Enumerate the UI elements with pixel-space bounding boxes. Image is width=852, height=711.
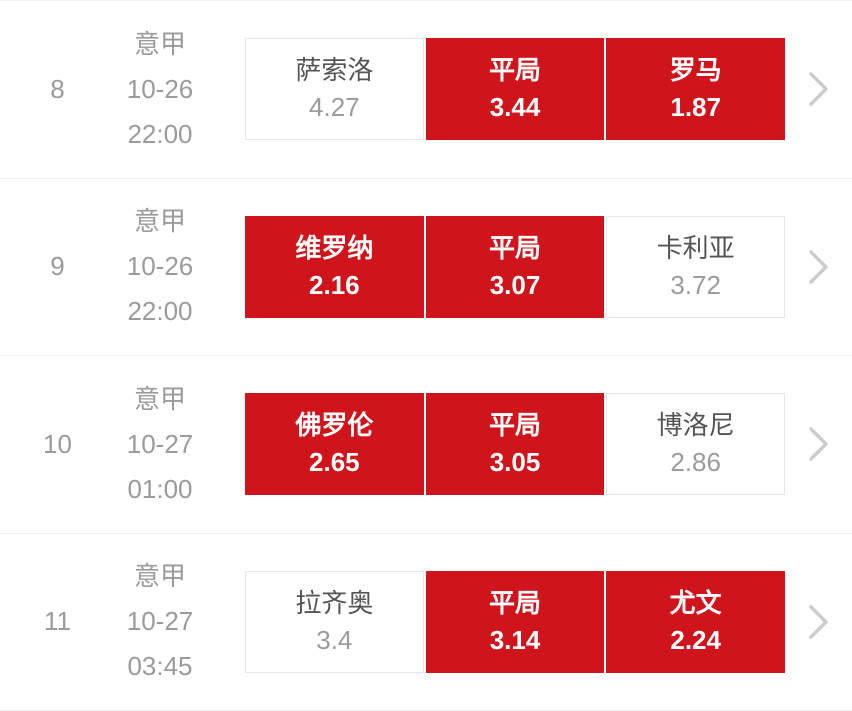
odds-cell-draw[interactable]: 平局 3.14	[425, 570, 605, 673]
away-odds-value: 1.87	[670, 92, 721, 123]
home-team-label: 萨索洛	[295, 55, 374, 86]
match-date: 10-26	[126, 73, 194, 104]
match-meta: 意甲 10-26 22:00	[115, 199, 205, 334]
draw-odds-value: 3.05	[489, 447, 541, 478]
match-index: 9	[50, 251, 65, 282]
home-odds-value: 4.27	[309, 92, 360, 123]
odds-cell-draw[interactable]: 平局 3.07	[425, 215, 605, 318]
draw-label: 平局	[489, 410, 542, 441]
odds-cell-home[interactable]: 拉齐奥 3.4	[245, 570, 424, 673]
home-team-label: 佛罗伦	[295, 410, 374, 441]
odds-cell-draw[interactable]: 平局 3.44	[425, 38, 605, 141]
chevron-right-icon[interactable]	[807, 70, 831, 108]
row-detail-link[interactable]	[785, 248, 852, 286]
match-date: 10-27	[126, 606, 194, 637]
match-row[interactable]: 8 意甲 10-26 22:00 萨索洛 4.27 平局 3.44 罗马 1.8…	[0, 1, 852, 179]
row-detail-link[interactable]	[785, 603, 852, 641]
draw-odds-value: 3.07	[489, 269, 541, 300]
draw-odds-value: 3.44	[489, 92, 541, 123]
match-index: 10	[43, 428, 72, 459]
row-detail-link[interactable]	[785, 70, 852, 108]
chevron-right-icon[interactable]	[807, 425, 831, 463]
league-label: 意甲	[133, 28, 186, 59]
odds-group: 佛罗伦 2.65 平局 3.05 博洛尼 2.86	[245, 393, 786, 496]
odds-cell-away[interactable]: 博洛尼 2.86	[606, 393, 786, 496]
row-detail-link[interactable]	[785, 425, 852, 463]
odds-cell-home[interactable]: 佛罗伦 2.65	[245, 393, 424, 496]
draw-label: 平局	[489, 232, 542, 263]
match-meta: 意甲 10-26 22:00	[115, 22, 205, 157]
league-label: 意甲	[133, 383, 186, 414]
chevron-right-icon[interactable]	[807, 603, 831, 641]
match-time: 03:45	[127, 651, 193, 682]
odds-group: 维罗纳 2.16 平局 3.07 卡利亚 3.72	[245, 215, 786, 318]
draw-label: 平局	[489, 587, 542, 618]
match-meta: 意甲 10-27 03:45	[115, 554, 205, 689]
match-date: 10-26	[126, 251, 194, 282]
league-label: 意甲	[133, 206, 186, 237]
odds-cell-home[interactable]: 维罗纳 2.16	[245, 215, 424, 318]
odds-cell-away[interactable]: 卡利亚 3.72	[606, 215, 786, 318]
odds-group: 拉齐奥 3.4 平局 3.14 尤文 2.24	[245, 570, 786, 673]
odds-cell-draw[interactable]: 平局 3.05	[425, 393, 605, 496]
home-odds-value: 3.4	[316, 624, 353, 655]
match-meta: 意甲 10-27 01:00	[115, 377, 205, 512]
away-team-label: 尤文	[669, 587, 722, 618]
match-time: 22:00	[127, 296, 193, 327]
odds-cell-home[interactable]: 萨索洛 4.27	[245, 38, 424, 141]
match-row[interactable]: 9 意甲 10-26 22:00 维罗纳 2.16 平局 3.07 卡利亚 3.…	[0, 178, 852, 356]
odds-cell-away[interactable]: 罗马 1.87	[606, 38, 786, 141]
chevron-right-icon[interactable]	[807, 248, 831, 286]
match-row[interactable]: 11 意甲 10-27 03:45 拉齐奥 3.4 平局 3.14 尤文 2.2…	[0, 533, 852, 711]
away-odds-value: 2.86	[670, 447, 721, 478]
match-row[interactable]: 10 意甲 10-27 01:00 佛罗伦 2.65 平局 3.05 博洛尼 2…	[0, 356, 852, 534]
home-odds-value: 2.65	[309, 447, 360, 478]
away-team-label: 罗马	[669, 55, 722, 86]
odds-group: 萨索洛 4.27 平局 3.44 罗马 1.87	[245, 38, 786, 141]
home-odds-value: 2.16	[309, 269, 360, 300]
league-label: 意甲	[133, 561, 186, 592]
match-time: 01:00	[127, 473, 193, 504]
home-team-label: 维罗纳	[295, 232, 374, 263]
away-odds-value: 2.24	[670, 624, 721, 655]
draw-label: 平局	[489, 55, 542, 86]
home-team-label: 拉齐奥	[295, 587, 374, 618]
away-team-label: 卡利亚	[656, 232, 735, 263]
draw-odds-value: 3.14	[489, 624, 541, 655]
match-date: 10-27	[126, 428, 194, 459]
match-time: 22:00	[127, 118, 193, 149]
away-odds-value: 3.72	[670, 269, 721, 300]
odds-cell-away[interactable]: 尤文 2.24	[606, 570, 786, 673]
away-team-label: 博洛尼	[656, 410, 735, 441]
match-index: 11	[44, 606, 71, 637]
match-index: 8	[50, 73, 65, 104]
